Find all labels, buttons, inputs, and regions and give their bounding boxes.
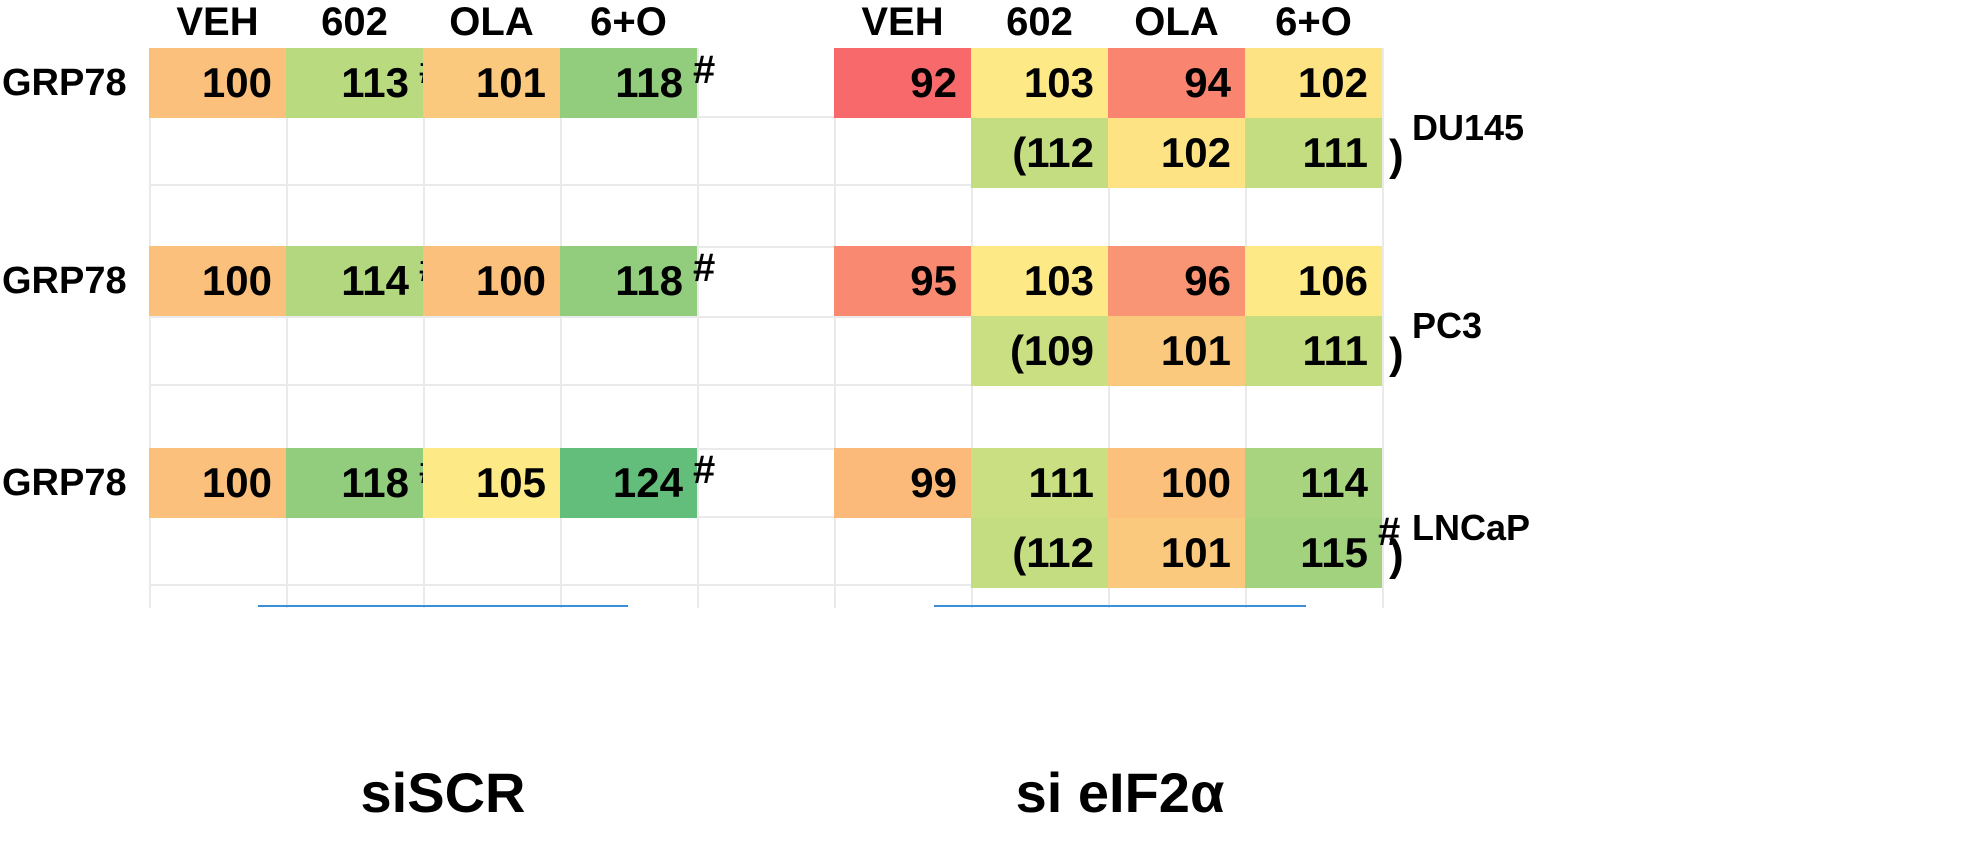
row-label-grp78: GRP78 [2,462,127,504]
heatmap-cell: 114 [1245,448,1382,518]
heatmap-cell: 92 [834,48,971,118]
gridline-vertical [560,48,562,608]
column-header-siscr-3: OLA [449,0,534,44]
heatmap-cell: 118 [286,448,423,518]
significance-marker: # [693,246,716,290]
heatmap-cell: 100 [149,48,286,118]
gridline-vertical [697,48,699,608]
heatmap-cell: 95 [834,246,971,316]
heatmap-cell-paren: 102 [1108,118,1245,188]
heatmap-cell-paren: 101 [1108,316,1245,386]
gridline-vertical [149,48,151,608]
gridline-horizontal [149,316,1382,318]
gridline-vertical [834,48,836,608]
column-header-sieif2a-4: 6+O [1275,0,1352,44]
group-label-sieif2a: si eIF2α [1015,761,1225,824]
heatmap-cell: 100 [149,246,286,316]
gridline-horizontal [149,516,1382,518]
heatmap-cell: 103 [971,246,1108,316]
heatmap-cell: 124 [560,448,697,518]
gridline-horizontal [149,246,1382,248]
heatmap-cell-paren: 101 [1108,518,1245,588]
column-header-sieif2a-3: OLA [1134,0,1219,44]
heatmap-cell: 100 [1108,448,1245,518]
heatmap-cell: 101 [423,48,560,118]
heatmap-cell: 99 [834,448,971,518]
gridline-horizontal [149,384,1382,386]
heatmap-cell-paren: 115 [1245,518,1382,588]
gridline-horizontal [149,448,1382,450]
heatmap-cell: 118 [560,246,697,316]
heatmap-cell: 105 [423,448,560,518]
row-label-grp78: GRP78 [2,62,127,104]
heatmap-cell-paren: (112 [971,118,1108,188]
heatmap-cell: 102 [1245,48,1382,118]
gridline-vertical [1382,48,1384,608]
heatmap-cell: 100 [423,246,560,316]
heatmap-cell-paren: (109 [971,316,1108,386]
column-header-siscr-4: 6+O [590,0,667,44]
row-label-grp78: GRP78 [2,260,127,302]
gridline-vertical [286,48,288,608]
closing-parenthesis: ) [1389,131,1404,180]
heatmap-cell: 94 [1108,48,1245,118]
closing-parenthesis: ) [1389,329,1404,378]
heatmap-cell: 96 [1108,246,1245,316]
gridline-horizontal [149,584,1382,586]
significance-marker: # [693,48,716,92]
gridline-vertical [423,48,425,608]
group-label-siscr: siSCR [360,761,526,824]
heatmap-cell-paren: 111 [1245,118,1382,188]
heatmap-cell: 103 [971,48,1108,118]
heatmap-cell-paren: (112 [971,518,1108,588]
heatmap-cell: 106 [1245,246,1382,316]
group-underline-siscr [258,605,628,607]
column-header-sieif2a-1: VEH [861,0,944,44]
cell-line-label: DU145 [1412,107,1525,148]
significance-marker: # [693,448,716,492]
significance-marker: # [1378,510,1401,554]
heatmap-cell: 114 [286,246,423,316]
column-header-sieif2a-2: 602 [1006,0,1073,44]
gridline-horizontal [149,184,1382,186]
gridline-horizontal [149,116,1382,118]
column-header-siscr-1: VEH [176,0,259,44]
column-header-siscr-2: 602 [321,0,388,44]
group-underline-sieif2a [934,605,1306,607]
cell-line-label: LNCaP [1412,507,1531,548]
cell-line-label: PC3 [1412,305,1483,346]
heatmap-cell: 111 [971,448,1108,518]
heatmap-cell: 118 [560,48,697,118]
heatmap-cell: 100 [149,448,286,518]
heatmap-cell-paren: 111 [1245,316,1382,386]
heatmap-cell: 113 [286,48,423,118]
closing-parenthesis: ) [1389,531,1404,580]
